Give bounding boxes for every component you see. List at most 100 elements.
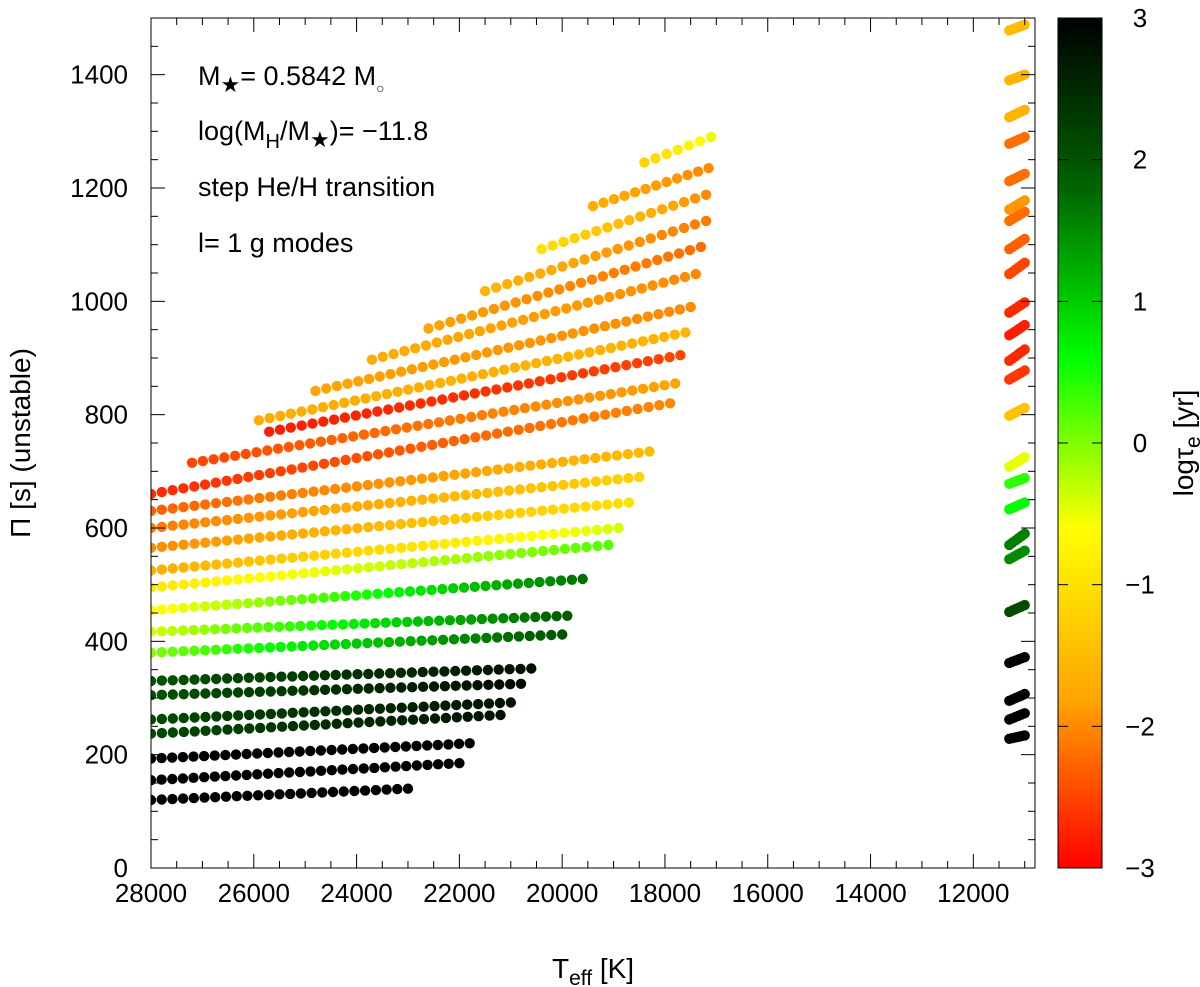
data-point — [385, 560, 396, 571]
data-point — [426, 584, 437, 596]
data-point — [167, 520, 178, 531]
data-point — [286, 641, 297, 652]
data-point — [276, 671, 287, 682]
data-point — [1019, 131, 1030, 143]
data-point — [439, 538, 450, 549]
x-tick-label: 12000 — [937, 878, 1009, 908]
data-point — [611, 450, 623, 461]
data-point — [608, 267, 619, 279]
data-point — [625, 286, 637, 297]
data-point — [412, 420, 423, 431]
y-tick-label: 0 — [114, 853, 128, 883]
data-point — [683, 140, 695, 151]
data-point — [298, 551, 309, 562]
data-point — [156, 727, 168, 739]
data-point — [474, 326, 486, 337]
data-point — [619, 190, 630, 201]
data-point — [470, 633, 481, 644]
data-point — [330, 565, 342, 576]
data-point — [318, 458, 330, 469]
data-point — [331, 718, 342, 729]
data-point — [221, 514, 233, 526]
data-point — [221, 475, 232, 486]
data-point — [265, 708, 277, 720]
data-point — [509, 404, 520, 416]
data-point — [156, 604, 167, 615]
data-point — [653, 309, 664, 320]
data-point — [287, 707, 298, 718]
data-point — [602, 222, 613, 233]
data-point — [578, 325, 589, 337]
data-point — [505, 697, 516, 708]
data-point — [210, 477, 222, 488]
data-point — [562, 395, 574, 407]
data-point — [370, 784, 382, 796]
data-point — [329, 639, 341, 650]
data-point — [456, 373, 467, 384]
data-point — [664, 398, 676, 409]
data-point — [612, 243, 623, 255]
data-point — [615, 288, 626, 300]
colorbar-ticks: −3 −2 −1 0 1 2 3 — [1058, 3, 1155, 883]
data-point — [240, 448, 251, 460]
data-point — [524, 422, 535, 434]
data-point — [1019, 472, 1030, 484]
data-point — [177, 773, 189, 784]
data-point — [265, 671, 276, 683]
data-point — [362, 451, 373, 462]
data-point — [445, 375, 457, 386]
data-point — [536, 244, 547, 255]
data-point — [390, 741, 401, 753]
data-point — [427, 439, 438, 451]
data-point — [605, 342, 617, 354]
data-point — [610, 362, 621, 373]
data-point — [340, 482, 352, 493]
data-point — [360, 393, 371, 404]
data-point — [439, 555, 451, 566]
data-point — [659, 331, 670, 343]
data-point — [331, 705, 342, 716]
data-point — [284, 621, 295, 632]
data-point — [427, 635, 438, 646]
data-point — [340, 638, 351, 650]
data-point — [656, 229, 668, 241]
data-point — [167, 752, 178, 763]
data-point — [460, 512, 472, 524]
data-point — [263, 622, 274, 633]
data-point — [275, 490, 287, 501]
data-point — [178, 579, 189, 590]
data-point — [428, 539, 439, 550]
data-point — [521, 294, 532, 305]
data-point — [186, 457, 198, 468]
data-point — [661, 148, 672, 160]
data-point — [597, 271, 609, 282]
data-point — [383, 637, 395, 648]
data-point — [545, 576, 556, 587]
data-point — [340, 590, 351, 602]
data-point — [504, 532, 516, 544]
data-point — [1019, 708, 1030, 719]
data-point — [428, 666, 439, 677]
data-point — [369, 427, 380, 439]
data-point — [494, 697, 506, 709]
data-point — [384, 477, 395, 488]
data-point — [220, 623, 231, 635]
x-tick-label: 20000 — [526, 878, 598, 908]
data-point — [464, 738, 475, 749]
data-point — [393, 402, 405, 413]
data-point — [659, 380, 670, 391]
data-point — [483, 679, 494, 690]
data-point — [359, 785, 371, 796]
data-point — [232, 598, 243, 610]
data-point — [476, 410, 488, 421]
data-point — [156, 713, 168, 725]
data-point — [209, 771, 220, 782]
data-point — [318, 592, 329, 603]
data-point — [515, 531, 526, 543]
data-point — [385, 543, 396, 554]
data-point — [690, 268, 701, 280]
data-point — [438, 470, 449, 482]
data-point — [188, 792, 199, 804]
data-point — [315, 765, 327, 776]
data-point — [200, 725, 211, 736]
